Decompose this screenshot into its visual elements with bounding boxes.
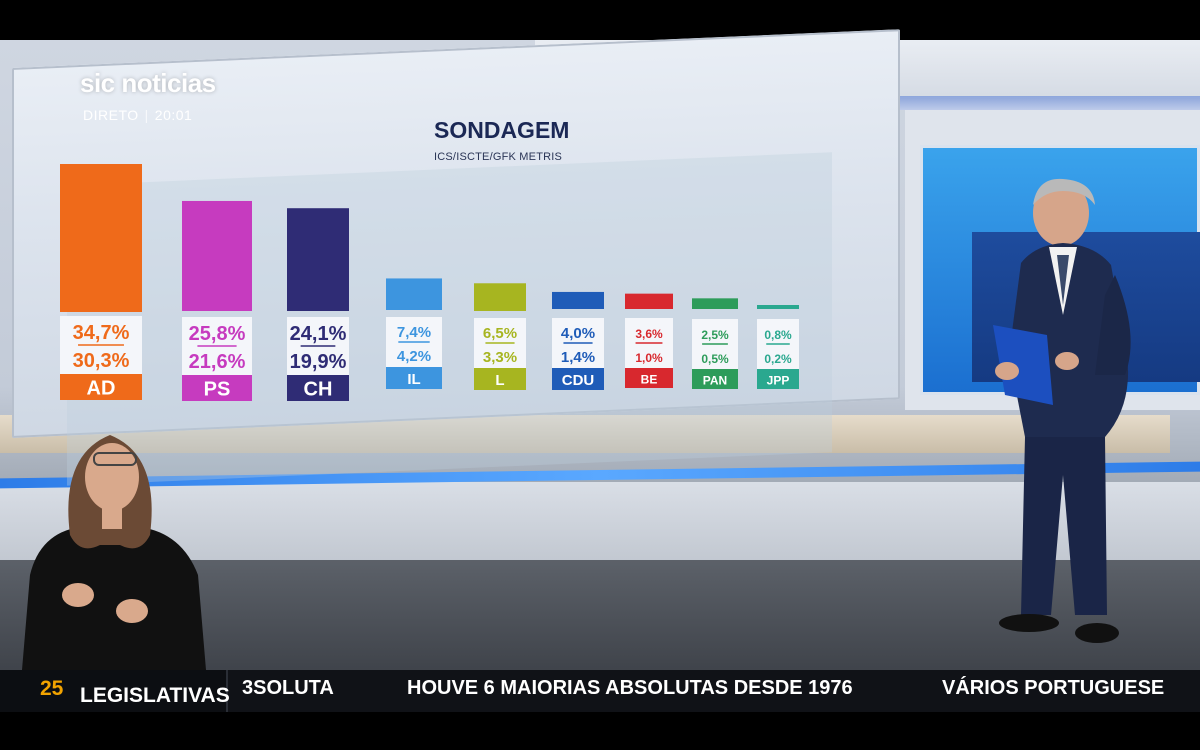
value-label-bottom: 0,5%: [701, 352, 729, 366]
party-label-box: [60, 374, 142, 400]
party-label-box: [552, 368, 604, 390]
value-label-bottom: 21,6%: [189, 351, 246, 373]
studio-lower-wall: [0, 482, 1200, 572]
value-label-top: 24,1%: [290, 323, 347, 345]
category-label: CDU: [562, 372, 595, 389]
presenter: [993, 178, 1131, 643]
category-label: BE: [641, 373, 658, 387]
value-label-top: 0,8%: [764, 328, 792, 342]
live-time: 20:01: [154, 107, 193, 123]
value-label-bottom: 1,0%: [635, 351, 663, 365]
sign-language-interpreter: [22, 435, 206, 670]
value-label-bottom: 1,4%: [561, 349, 595, 366]
value-label-top: 2,5%: [701, 328, 729, 342]
value-label-bottom: 0,2%: [764, 352, 792, 366]
value-label-bottom: 3,3%: [483, 349, 517, 366]
party-label-box: [474, 368, 526, 390]
ticker-segment: 3SOLUTA: [242, 677, 334, 699]
ticker-brand: LEGISLATIVAS 25: [0, 670, 230, 712]
category-label: PAN: [703, 374, 727, 388]
ticker-segment: VÁRIOS PORTUGUESE: [942, 677, 1165, 699]
bar-pan: [692, 298, 738, 309]
party-label-box: [386, 367, 442, 389]
bar-cdu: [552, 291, 604, 309]
chart-subtitle: ICS/ISCTE/GFK METRIS: [434, 151, 563, 163]
value-label-bottom: 19,9%: [290, 351, 347, 373]
live-label: DIRETO: [83, 107, 139, 123]
bar-ps: [182, 200, 252, 311]
party-label-box: [692, 369, 738, 389]
chart-title: SONDAGEM: [434, 117, 570, 143]
value-label-bottom: 30,3%: [73, 350, 130, 372]
ticker-brand-text: LEGISLATIVAS: [80, 684, 230, 707]
category-label: JPP: [767, 374, 790, 388]
party-label-box: [625, 368, 673, 388]
ticker-segment: HOUVE 6 MAIORIAS ABSOLUTAS DESDE 1976: [407, 677, 853, 699]
value-label-top: 4,0%: [561, 325, 595, 342]
ticker-brand-label: LEGISLATIVAS 25: [40, 677, 230, 707]
bar-be: [625, 293, 673, 309]
channel-logo: sic noticias: [80, 68, 216, 98]
category-label: PS: [204, 378, 231, 400]
bar-jpp: [757, 305, 799, 309]
live-separator: |: [144, 107, 149, 123]
ticker-brand-number: 25: [40, 677, 64, 700]
value-label-top: 6,5%: [483, 325, 517, 342]
value-label-top: 34,7%: [73, 322, 130, 344]
bar-l: [474, 283, 526, 311]
category-label: L: [495, 372, 504, 389]
party-label-box: [287, 375, 349, 401]
category-label: CH: [304, 378, 333, 400]
value-label-top: 3,6%: [635, 327, 663, 341]
category-label: IL: [407, 371, 420, 388]
value-label-bottom: 4,2%: [397, 348, 431, 365]
bar-ch: [287, 208, 349, 311]
category-label: AD: [87, 377, 116, 399]
bar-ad: [60, 164, 142, 312]
party-label-box: [757, 369, 799, 389]
party-label-box: [182, 375, 252, 401]
value-label-top: 25,8%: [189, 323, 246, 345]
live-indicator: DIRETO | 20:01: [83, 107, 192, 123]
bar-il: [386, 278, 442, 310]
value-label-top: 7,4%: [397, 324, 431, 341]
